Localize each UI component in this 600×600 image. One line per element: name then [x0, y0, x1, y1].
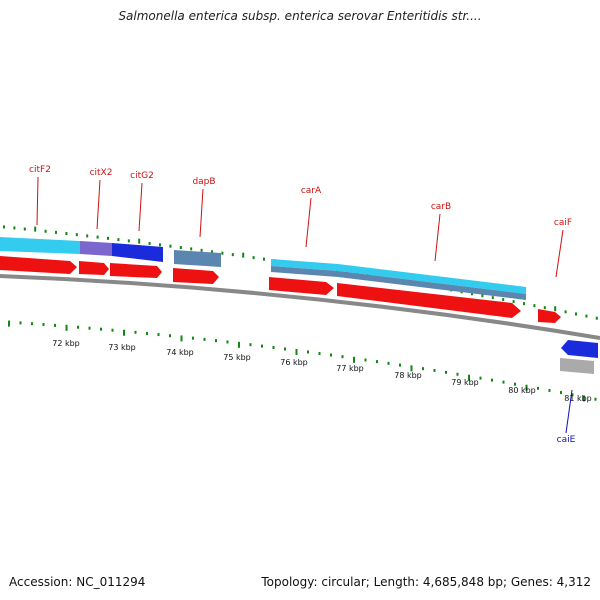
gene-leader-line: [36, 176, 39, 226]
accession-label: Accession: NC_011294: [9, 575, 146, 589]
scale-labels: 72 kbp 73 kbp 74 kbp 75 kbp 76 kbp 77 kbp 78 k…: [52, 339, 592, 403]
cds-arrow-dapB[interactable]: [173, 268, 219, 284]
gene-label-citG2[interactable]: citG2: [130, 171, 154, 181]
cds-arrow-caiE[interactable]: [561, 340, 598, 358]
cyan-feature-carA[interactable]: [271, 259, 338, 271]
scale-label: 74 kbp: [166, 348, 194, 357]
scale-label: 80 kbp: [508, 386, 536, 395]
cyan-feature-citF2[interactable]: [0, 237, 80, 254]
blue-feature-citG2[interactable]: [112, 243, 163, 262]
scale-label: 78 kbp: [394, 371, 422, 380]
inner-tick-ring: [8, 320, 597, 402]
scale-label: 72 kbp: [52, 339, 80, 348]
gene-leader-line: [138, 182, 143, 232]
cds-arrow-carA[interactable]: [269, 277, 334, 295]
cyan-feature-carB[interactable]: [338, 264, 526, 294]
gene-leader-line: [555, 229, 564, 278]
gene-label-citF2[interactable]: citF2: [29, 165, 51, 175]
gene-label-dapB[interactable]: dapB: [192, 177, 215, 187]
scale-label: 76 kbp: [280, 358, 308, 367]
grey-feature-caiE[interactable]: [560, 358, 594, 374]
gene-leader-line: [199, 188, 204, 238]
steel-feature-carB[interactable]: [338, 271, 526, 300]
cds-arrow-carB[interactable]: [337, 283, 521, 318]
cds-arrow-caiF[interactable]: [538, 309, 561, 323]
gene-labels: citF2 citX2 citG2 dapB carA carB caiF caiE: [29, 165, 576, 445]
cds-arrow-citG2[interactable]: [110, 263, 162, 278]
genome-summary: Topology: circular; Length: 4,685,848 bp…: [261, 575, 591, 589]
scale-label: 73 kbp: [108, 343, 136, 352]
gene-leader-line: [96, 179, 101, 230]
gene-leader-line: [434, 213, 441, 262]
scale-label: 77 kbp: [336, 364, 364, 373]
gene-label-carB[interactable]: carB: [431, 202, 451, 212]
scale-label: 81 kbp: [564, 394, 592, 403]
purple-feature-citX2[interactable]: [80, 241, 112, 256]
cds-arrow-citX2[interactable]: [79, 261, 109, 275]
gene-leader-line: [305, 197, 312, 248]
gene-leader-line: [565, 389, 573, 434]
steel-feature-carA[interactable]: [271, 266, 338, 277]
gene-label-carA[interactable]: carA: [301, 186, 322, 196]
scale-label: 75 kbp: [223, 353, 251, 362]
cds-arrow-citF2[interactable]: [0, 256, 77, 274]
gene-label-caiE[interactable]: caiE: [557, 435, 576, 445]
gene-label-caiF[interactable]: caiF: [554, 218, 572, 228]
map-title: Salmonella enterica subsp. enterica sero…: [118, 9, 482, 23]
gene-label-citX2[interactable]: citX2: [90, 168, 113, 178]
scale-label: 79 kbp: [451, 378, 479, 387]
genome-backbone: [0, 274, 600, 340]
steel-feature-dapB[interactable]: [174, 250, 221, 267]
